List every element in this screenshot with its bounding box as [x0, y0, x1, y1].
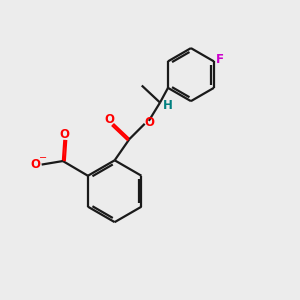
Text: O: O — [59, 128, 69, 141]
Text: O: O — [144, 116, 154, 129]
Text: O: O — [30, 158, 40, 171]
Text: O: O — [105, 113, 115, 126]
Text: −: − — [39, 153, 47, 163]
Text: F: F — [216, 53, 224, 66]
Text: H: H — [163, 99, 173, 112]
